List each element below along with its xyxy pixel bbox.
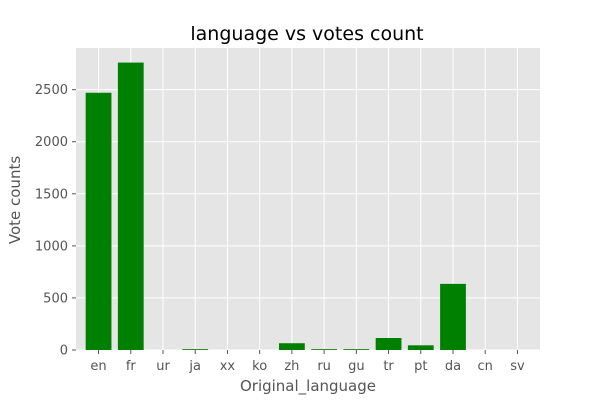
bar-da [440,283,466,350]
y-tick-label: 2000 [35,135,68,150]
bar-pt [407,345,434,350]
chart-title: language vs votes count [190,23,423,45]
bar-ja [182,349,209,350]
bar-gu [343,349,370,350]
grid-lines [76,48,540,351]
bars [85,62,466,351]
x-tick-label: zh [284,359,299,374]
x-tick-label: fr [126,359,137,374]
bar-tr [375,338,402,350]
x-tick-label: xx [220,359,236,374]
bar-en [85,92,112,351]
x-tick-label: ja [188,359,201,374]
y-axis-ticks: 0 500 1000 1500 2000 2500 [35,83,76,359]
y-tick-label: 500 [43,291,68,306]
y-tick-label: 1000 [35,239,68,254]
x-axis-label: Original_language [240,377,376,396]
y-tick-label: 2500 [35,83,68,98]
x-tick-label: ur [156,359,170,374]
bar-ru [311,349,337,350]
x-tick-label: da [445,359,461,374]
bar-fr [117,62,144,350]
x-tick-label: ko [252,359,267,374]
y-tick-label: 0 [60,344,68,359]
x-tick-label: ru [317,359,331,374]
x-tick-label: gu [348,359,365,374]
x-tick-label: en [90,359,106,374]
x-axis-ticks: en fr ur ja xx ko zh ru gu tr pt da cn sv [90,350,525,374]
y-axis-label: Vote counts [6,156,24,244]
x-tick-label: pt [414,359,427,374]
x-tick-label: tr [383,359,394,374]
y-tick-label: 1500 [35,187,68,202]
plot-area [76,48,540,350]
bar-zh [279,343,305,350]
x-tick-label: cn [478,359,493,374]
x-tick-label: sv [510,359,525,374]
